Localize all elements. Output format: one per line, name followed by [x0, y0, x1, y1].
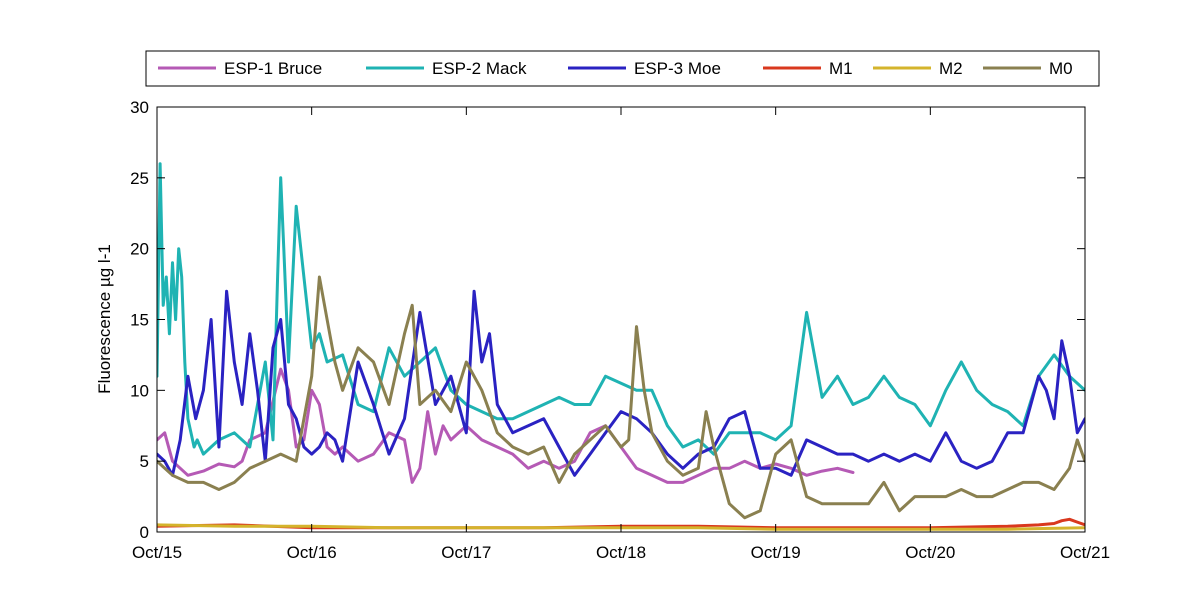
y-tick-label: 0 — [140, 523, 149, 542]
legend-label: ESP-2 Mack — [432, 59, 527, 78]
x-tick-label: Oct/18 — [596, 543, 646, 562]
y-axis: 0 5 10 15 20 25 30 — [130, 98, 1085, 542]
legend-label: M0 — [1049, 59, 1073, 78]
legend-label: ESP-1 Bruce — [224, 59, 322, 78]
series-line-esp-2-mack — [157, 162, 1085, 456]
y-tick-label: 20 — [130, 240, 149, 259]
y-tick-label: 5 — [140, 452, 149, 471]
series-layer — [157, 162, 1085, 531]
y-tick-label: 25 — [130, 169, 149, 188]
legend: ESP-1 Bruce ESP-2 Mack ESP-3 Moe M1 M2 M0 — [145, 50, 1100, 87]
legend-label: M1 — [829, 59, 853, 78]
legend-items: ESP-1 Bruce ESP-2 Mack ESP-3 Moe M1 M2 M0 — [158, 59, 1073, 78]
legend-label: ESP-3 Moe — [634, 59, 721, 78]
x-tick-label: Oct/16 — [287, 543, 337, 562]
series-line-esp-1-bruce — [157, 367, 855, 484]
axes-box — [156, 106, 1086, 533]
x-axis: Oct/15 Oct/16 Oct/17 Oct/18 Oct/19 Oct/20 Oct/… — [132, 107, 1110, 562]
x-tick-label: Oct/21 — [1060, 543, 1110, 562]
legend-label: M2 — [939, 59, 963, 78]
y-axis-label: Fluorescence µg l-1 — [95, 244, 114, 394]
y-tick-label: 15 — [130, 311, 149, 330]
plot-area: Oct/15 Oct/16 Oct/17 Oct/18 Oct/19 Oct/20 Oct/… — [130, 98, 1110, 562]
y-tick-label: 30 — [130, 98, 149, 117]
x-tick-label: Oct/19 — [751, 543, 801, 562]
x-tick-label: Oct/20 — [905, 543, 955, 562]
x-tick-label: Oct/17 — [441, 543, 491, 562]
series-line-m0 — [157, 275, 1085, 520]
series-line-esp-3-moe — [157, 289, 1085, 477]
x-tick-label: Oct/15 — [132, 543, 182, 562]
y-tick-label: 10 — [130, 381, 149, 400]
